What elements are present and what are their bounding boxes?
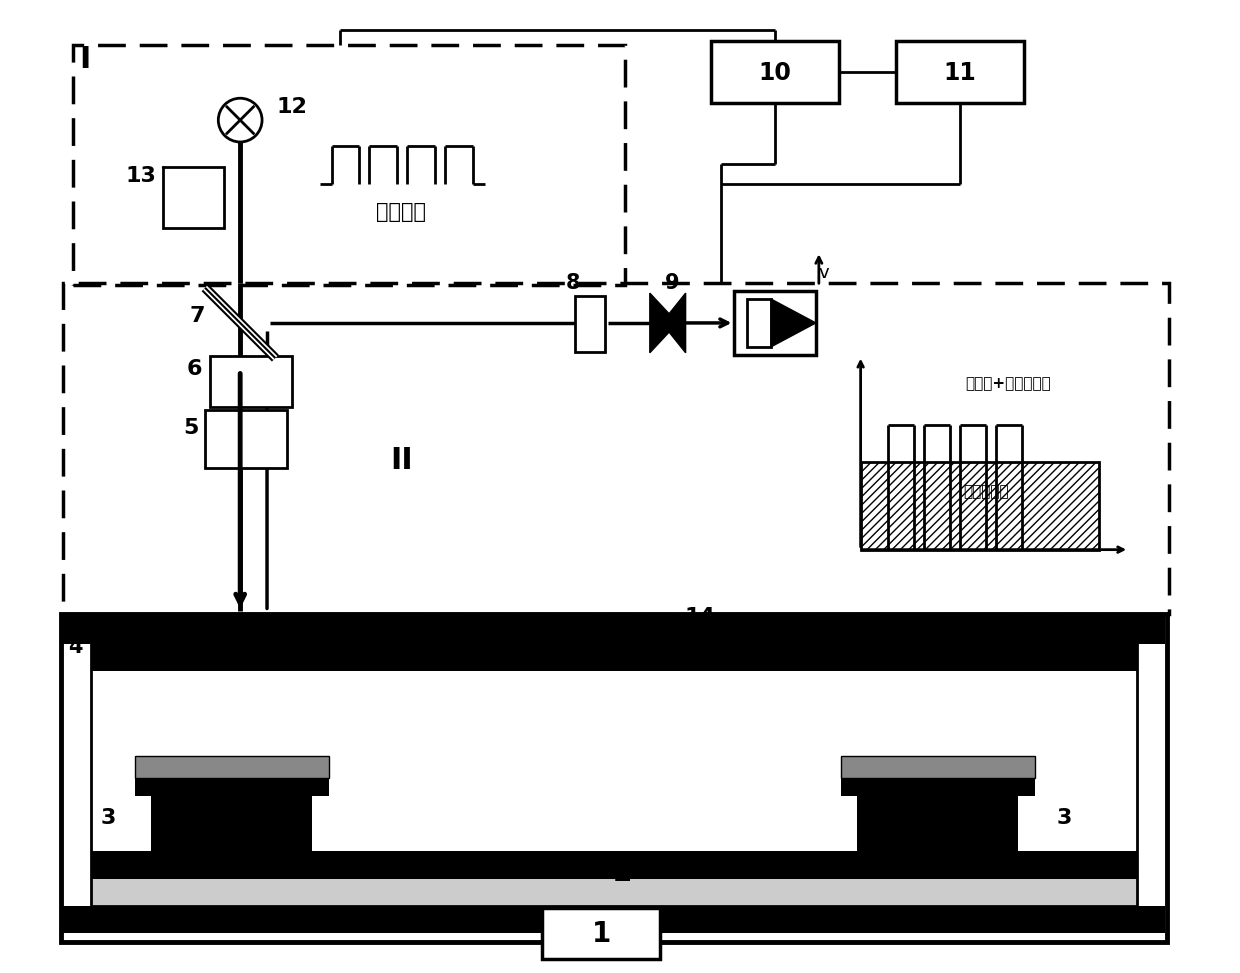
Bar [857,778,1018,851]
Text: 10: 10 [759,61,791,86]
Polygon shape [662,293,686,353]
Bar [73,45,625,285]
Text: 1: 1 [591,920,611,949]
Bar [575,296,605,352]
Bar [91,851,1137,879]
Text: 5: 5 [182,418,198,438]
Bar [135,776,329,796]
Bar [211,356,291,408]
Text: 13: 13 [125,165,156,186]
Text: II: II [389,446,413,475]
Text: 3: 3 [100,809,115,828]
Bar [61,614,1167,943]
Text: 14: 14 [684,607,715,628]
Text: 6: 6 [187,359,202,378]
Bar [63,906,1164,933]
Bar [151,778,311,851]
Text: 2: 2 [613,859,631,886]
Bar [841,756,1034,778]
Bar [897,41,1024,103]
Bar [63,616,1164,644]
Bar [206,411,286,468]
Bar [91,644,1137,671]
Bar [748,299,771,346]
Polygon shape [771,299,816,346]
Text: 9: 9 [665,273,680,293]
Bar [91,644,1137,906]
Text: 4: 4 [68,637,82,657]
Bar [91,644,1137,906]
Text: 热辐射强度: 热辐射强度 [963,485,1008,499]
Text: 7: 7 [190,306,205,326]
Text: v: v [818,265,830,282]
Bar [63,283,1169,614]
Bar [162,166,224,229]
Polygon shape [650,293,678,353]
Bar [841,776,1034,796]
Text: 8: 8 [565,273,580,293]
Text: I: I [79,45,91,74]
Text: 3: 3 [1056,809,1073,828]
Bar [542,908,660,959]
Bar [91,671,1137,878]
Text: 11: 11 [944,61,976,86]
Text: 光源信号: 光源信号 [376,201,427,222]
Text: 12: 12 [277,97,308,117]
Bar [135,756,329,778]
Bar [712,41,838,103]
Bar [734,291,816,355]
Bar [861,462,1099,550]
Text: 反射光+热辐射强度: 反射光+热辐射强度 [965,377,1050,391]
